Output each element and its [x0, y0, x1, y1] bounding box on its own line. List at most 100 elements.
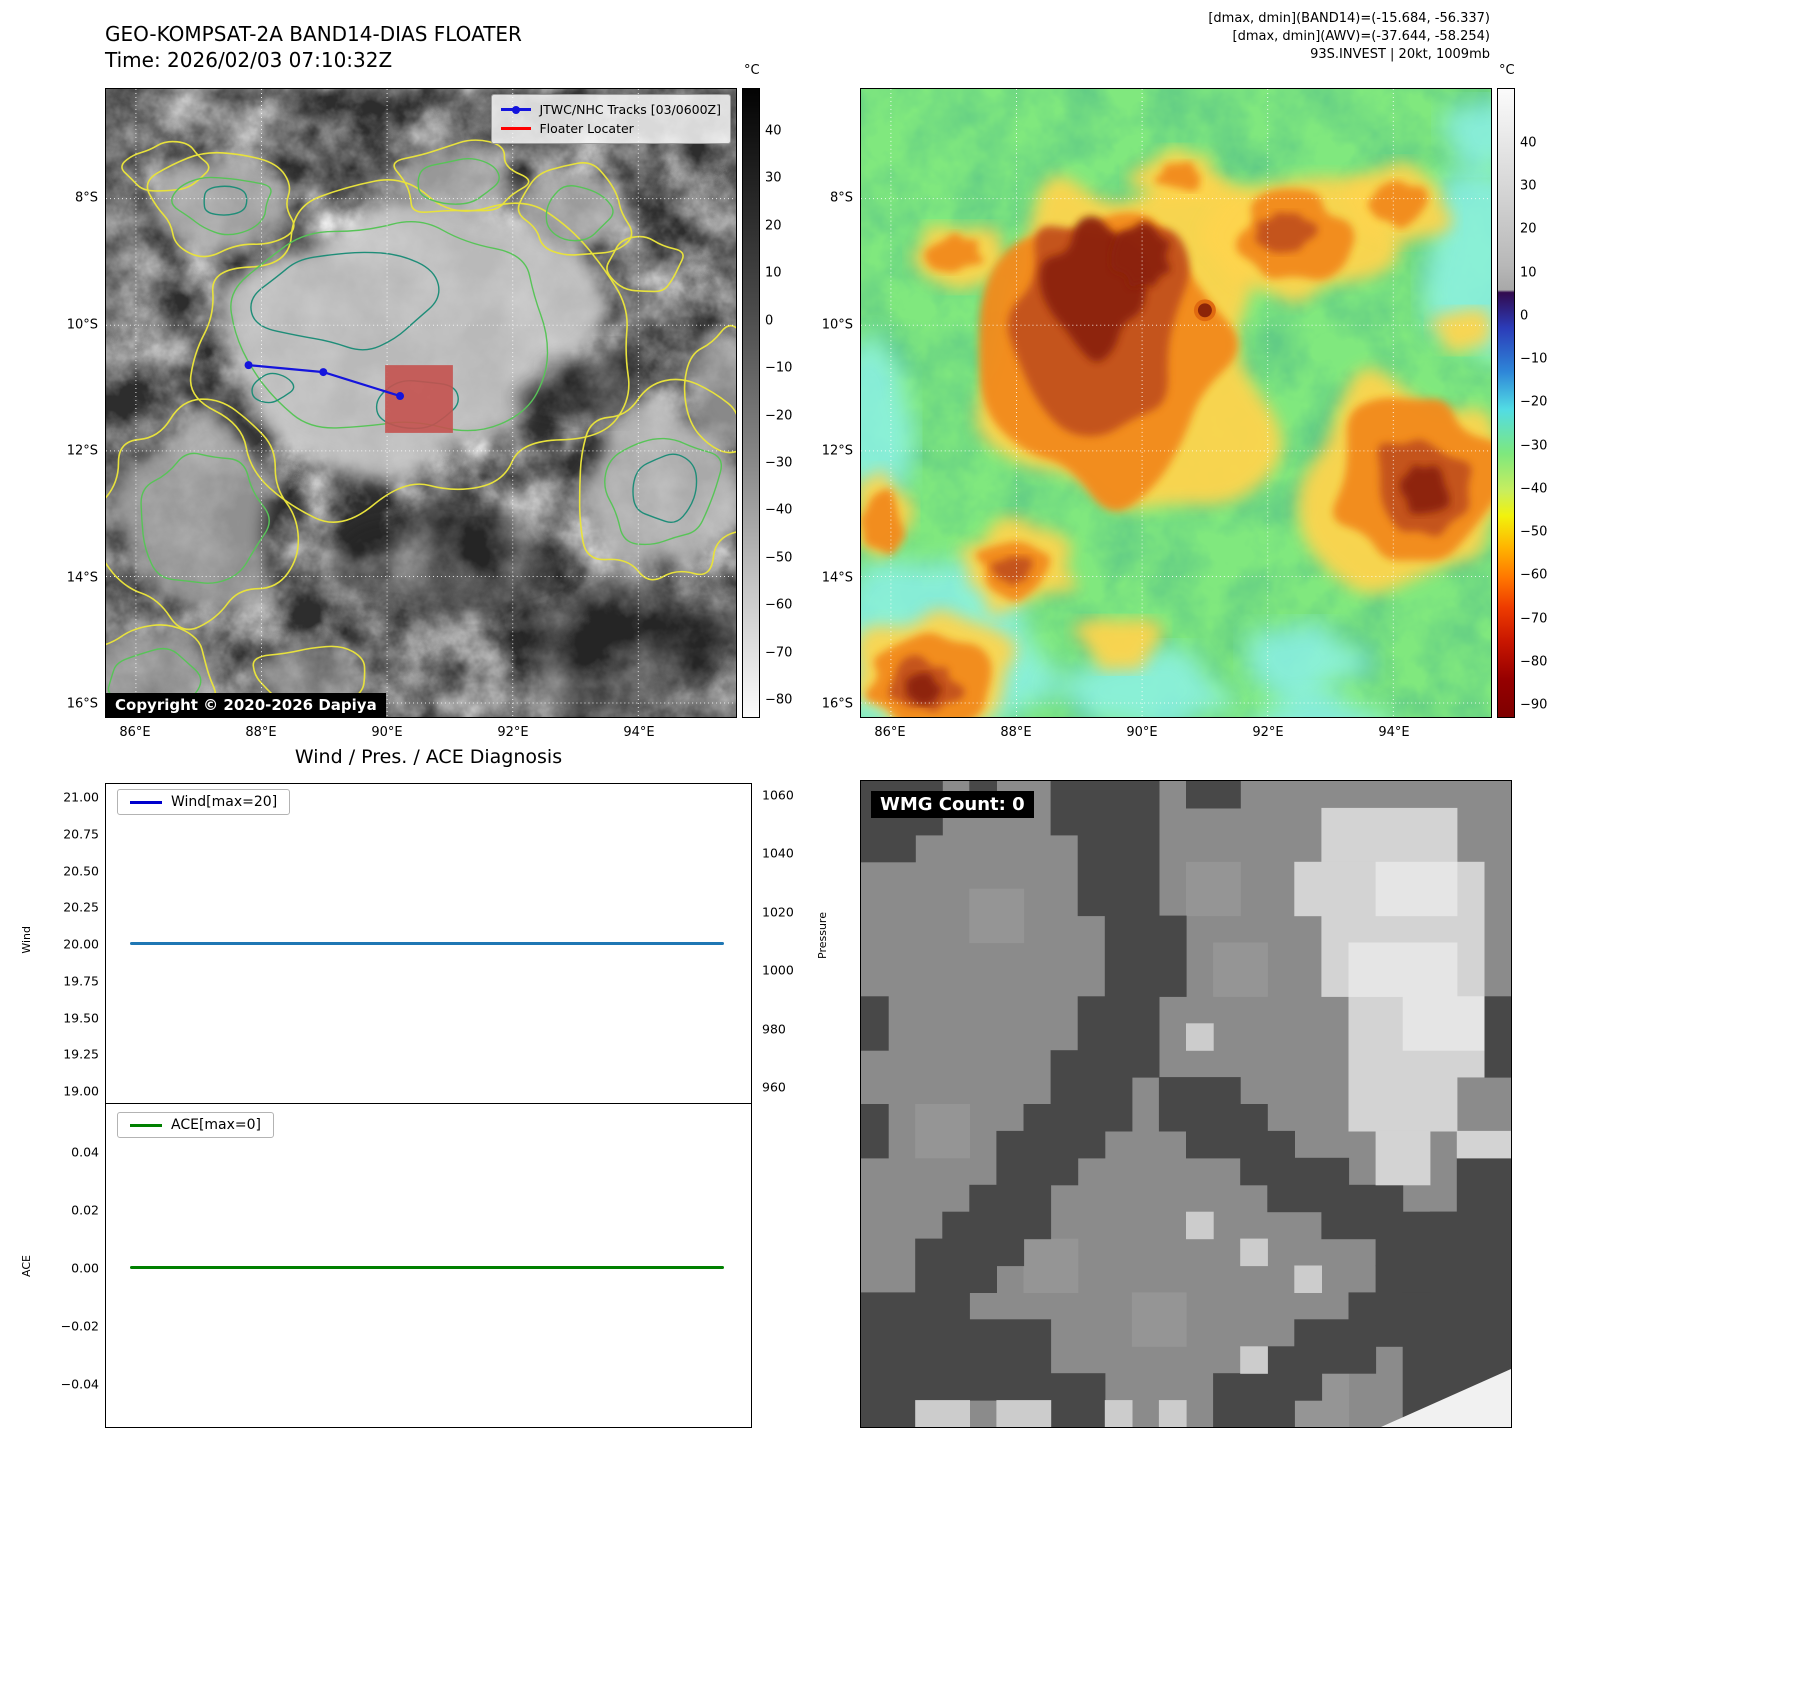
tick-label: −10 — [1520, 351, 1548, 367]
ace-line-sample — [130, 1123, 162, 1127]
tick-label: −70 — [765, 645, 793, 661]
band14-y-axis-ticks: 8°S 10°S 12°S 14°S 16°S — [50, 191, 98, 712]
awv-satellite-image — [861, 89, 1491, 717]
tick-label: 1040 — [762, 845, 794, 861]
tick-label: −50 — [765, 550, 793, 566]
tick-label: 980 — [762, 1021, 786, 1037]
tick-label: 10 — [765, 265, 782, 281]
info-line-invest: 93S.INVEST | 20kt, 1009mb — [1310, 47, 1490, 62]
tick-label: 19.75 — [63, 973, 99, 989]
diagnosis-title: Wind / Pres. / ACE Diagnosis — [294, 746, 563, 768]
ace-y-axis-ticks: 0.04 0.02 0.00 −0.02 −0.04 — [40, 1145, 99, 1392]
info-line-band14: [dmax, dmin](BAND14)=(-15.684, -56.337) — [1208, 11, 1490, 26]
tick-label: 40 — [765, 123, 782, 139]
floater-line-sample — [501, 127, 532, 130]
tick-label: 90°E — [371, 725, 403, 740]
awv-x-axis-ticks: 86°E 88°E 90°E 92°E 94°E — [874, 725, 1409, 741]
tick-label: 960 — [762, 1079, 786, 1095]
tick-label: 14°S — [66, 570, 98, 585]
track-line-sample — [501, 105, 532, 114]
band14-panel: GEO-KOMPSAT-2A BAND14-DIAS FLOATER Time:… — [0, 0, 793, 741]
band14-time: Time: 2026/02/03 07:10:32Z — [105, 48, 393, 72]
band14-colorbar-ticks: 40 30 20 10 0 −10 −20 −30 −40 −50 −60 −70 −80 — [765, 124, 803, 708]
track-marker-dot-icon — [512, 105, 521, 114]
tick-label: −0.02 — [60, 1318, 99, 1334]
tick-label: 0.00 — [71, 1260, 99, 1276]
wmg-pixel-image — [861, 781, 1511, 1427]
tick-label: 10°S — [821, 317, 853, 332]
ace-data-line — [130, 1266, 724, 1269]
tick-label: 20.50 — [63, 863, 99, 878]
wmg-image-box: WMG Count: 0 — [860, 780, 1512, 1428]
awv-colorbar-ticks: 40 30 20 10 0 −10 −20 −30 −40 −50 −60 −70 −80 −90 — [1520, 136, 1558, 713]
tick-label: −20 — [765, 408, 793, 423]
band14-map: JTWC/NHC Tracks [03/0600Z] Floater Locat… — [105, 88, 737, 718]
wind-legend: Wind[max=20] — [117, 789, 291, 815]
wind-legend-label: Wind[max=20] — [171, 794, 278, 810]
awv-info-block: [dmax, dmin](BAND14)=(-15.684, -56.337) … — [1000, 10, 1490, 64]
wmg-panel: WMG Count: 0 — [790, 740, 1813, 1440]
tick-label: 12°S — [66, 443, 98, 459]
tick-label: 40 — [1520, 135, 1537, 151]
ace-axis-label: ACE — [20, 1255, 33, 1277]
awv-colorbar-unit: °C — [1499, 63, 1515, 78]
legend-row-track: JTWC/NHC Tracks [03/0600Z] — [501, 100, 721, 119]
band14-colorbar — [742, 88, 760, 718]
legend-row-floater: Floater Locater — [501, 119, 721, 138]
tick-label: 19.00 — [63, 1083, 99, 1099]
tick-label: 88°E — [1000, 725, 1032, 740]
tick-label: 19.50 — [63, 1010, 99, 1025]
tick-label: −80 — [1520, 654, 1548, 670]
tick-label: −70 — [1520, 611, 1548, 627]
band14-colorbar-unit: °C — [744, 63, 760, 78]
tick-label: 19.25 — [63, 1046, 99, 1062]
tick-label: 94°E — [623, 725, 655, 740]
wind-axis-label: Wind — [20, 926, 33, 954]
tick-label: −60 — [765, 597, 793, 613]
tick-label: −10 — [765, 360, 793, 376]
band14-x-axis-ticks: 86°E 88°E 90°E 92°E 94°E — [119, 725, 654, 741]
tick-label: −40 — [1520, 481, 1548, 497]
tick-label: −90 — [1520, 697, 1548, 713]
tick-label: 16°S — [821, 696, 853, 712]
diagnosis-panel: Wind / Pres. / ACE Diagnosis 21.00 20.75 2… — [0, 740, 829, 1440]
tick-label: 20.75 — [63, 826, 99, 842]
tick-label: −40 — [765, 502, 793, 518]
tick-label: −60 — [1520, 567, 1548, 583]
tick-label: 12°S — [821, 443, 853, 459]
tick-label: 20 — [765, 218, 782, 234]
tick-label: 20.00 — [63, 936, 99, 952]
tick-label: 8°S — [829, 190, 853, 206]
tick-label: 10 — [1520, 265, 1537, 281]
tick-label: 86°E — [119, 725, 151, 740]
tick-label: −50 — [1520, 524, 1548, 540]
band14-title: GEO-KOMPSAT-2A BAND14-DIAS FLOATER — [105, 22, 522, 46]
tick-label: 1000 — [762, 962, 794, 978]
tick-label: 0 — [765, 313, 774, 329]
wind-line-sample — [130, 800, 162, 804]
tick-label: 10°S — [66, 317, 98, 332]
ace-legend: ACE[max=0] — [117, 1112, 275, 1138]
tick-label: 92°E — [1252, 725, 1284, 740]
floater-legend-label: Floater Locater — [539, 121, 634, 136]
awv-map — [860, 88, 1492, 718]
tick-label: −30 — [1520, 438, 1548, 454]
tick-label: 0.02 — [71, 1202, 99, 1218]
tick-label: 20 — [1520, 221, 1537, 237]
tick-label: 8°S — [74, 190, 98, 206]
tick-label: 20.25 — [63, 899, 99, 915]
ace-legend-label: ACE[max=0] — [171, 1117, 262, 1133]
tick-label: 0 — [1520, 308, 1529, 324]
tick-label: 86°E — [874, 725, 906, 740]
tick-label: 30 — [1520, 178, 1537, 194]
tick-label: 90°E — [1126, 725, 1158, 740]
tick-label: 30 — [765, 170, 782, 186]
band14-map-legend: JTWC/NHC Tracks [03/0600Z] Floater Locat… — [491, 94, 731, 144]
tick-label: −20 — [1520, 394, 1548, 410]
awv-colorbar — [1497, 88, 1515, 718]
wind-pressure-data-line — [130, 942, 724, 945]
tick-label: −0.04 — [60, 1376, 99, 1392]
tick-label: 16°S — [66, 696, 98, 712]
band14-satellite-image — [106, 89, 736, 717]
